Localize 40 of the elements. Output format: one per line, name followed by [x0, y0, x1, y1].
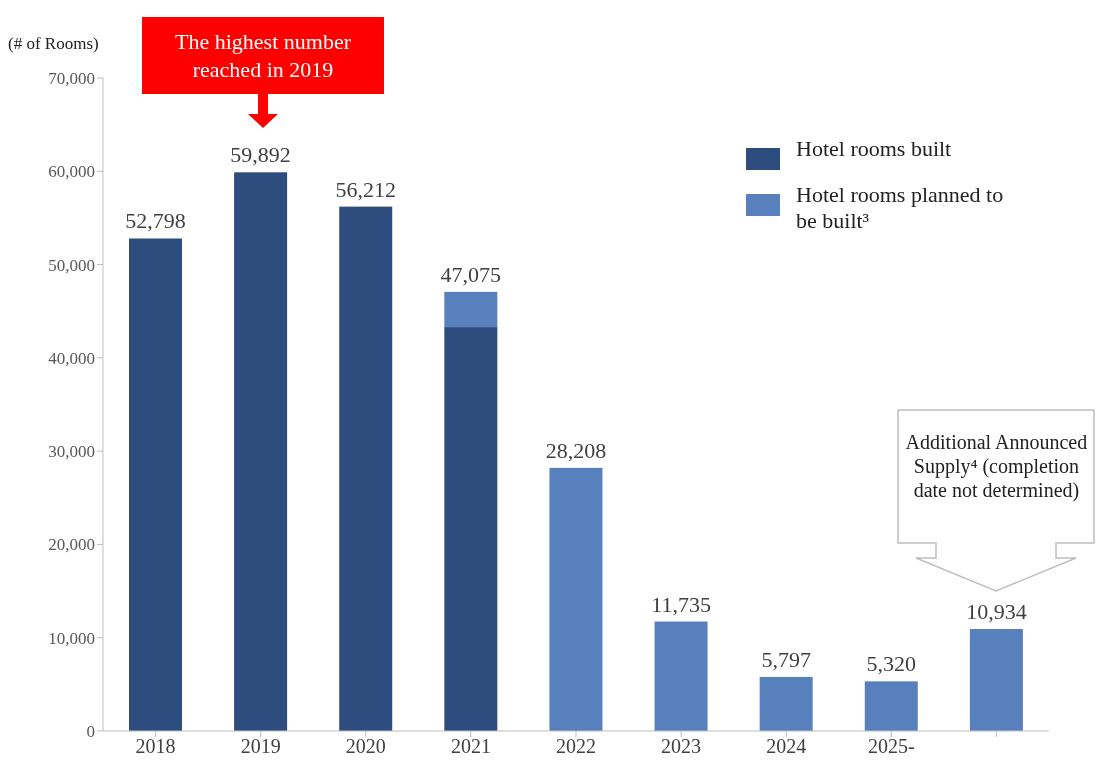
bar	[129, 238, 182, 731]
legend-label: Hotel rooms planned to be built³	[796, 182, 1005, 234]
bar	[864, 681, 918, 731]
y-tick-label: 30,000	[48, 442, 95, 462]
y-tick-label: 20,000	[48, 535, 95, 555]
bar	[549, 467, 603, 731]
total-label: 52,798	[125, 208, 186, 234]
bar	[444, 291, 498, 328]
total-label: 47,075	[440, 261, 502, 287]
total-label: 56,212	[335, 176, 396, 202]
x-tick-label: 2022	[556, 735, 596, 758]
total-label: 5,797	[761, 646, 811, 672]
bar	[654, 621, 708, 731]
y-tick-label: 60,000	[48, 162, 95, 182]
y-axis-title: (# of Rooms)	[8, 34, 99, 54]
total-label: 11,735	[651, 591, 711, 617]
x-tick-label: 2020	[345, 735, 386, 758]
x-tick-label: 2019	[240, 735, 281, 758]
y-tick-label: 10,000	[48, 628, 95, 648]
x-tick-label: 2023	[661, 735, 702, 758]
bar	[969, 629, 1023, 731]
annotation: Additional Announced Supply⁴ (completion date not determined)	[904, 430, 1089, 502]
legend-label: Hotel rooms built	[796, 136, 953, 162]
total-label: 28,208	[545, 437, 607, 463]
total-label: 10,934	[966, 599, 1027, 624]
total-label: 5,320	[866, 651, 917, 677]
bar	[339, 206, 393, 731]
x-tick-label: 2025-	[868, 735, 915, 758]
y-tick-label: 40,000	[48, 348, 95, 368]
bar	[444, 327, 498, 731]
x-tick-label: 2024	[766, 735, 807, 758]
annotation: The highest number reached in 2019	[142, 17, 384, 94]
x-tick-label: 2021	[450, 735, 491, 758]
x-tick-label: 2018	[135, 735, 176, 758]
y-tick-label: 0	[86, 722, 95, 742]
y-tick-label: 70,000	[48, 69, 95, 89]
y-tick-label: 50,000	[48, 255, 95, 275]
bar	[759, 676, 813, 731]
total-label: 59,892	[230, 142, 291, 168]
bar	[234, 172, 288, 731]
